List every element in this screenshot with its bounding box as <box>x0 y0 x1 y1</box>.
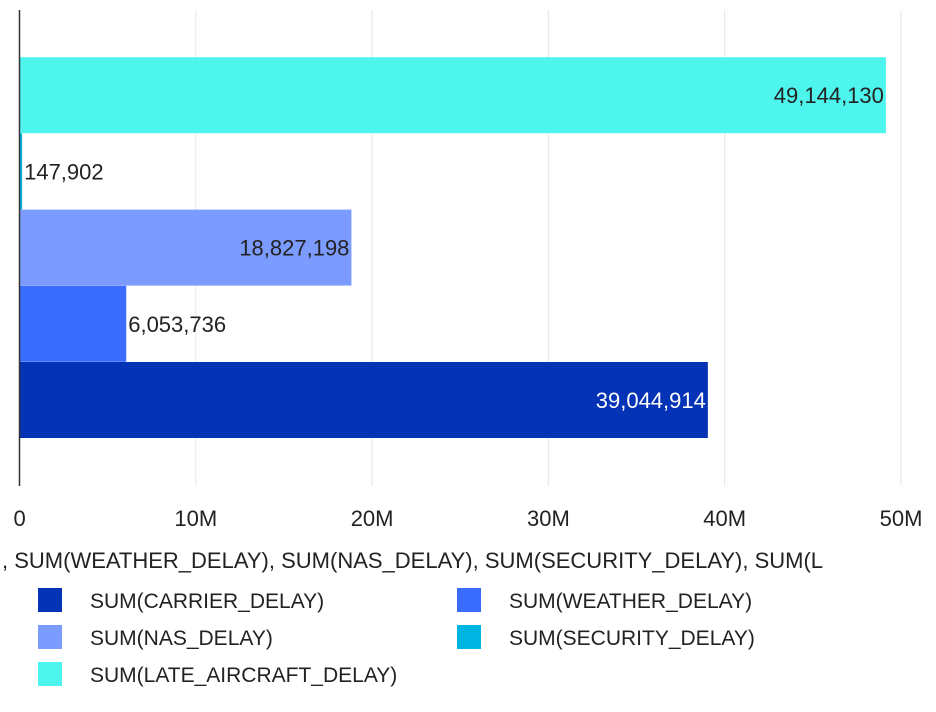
bar-layer <box>19 57 886 438</box>
x-tick-label: 10M <box>174 506 217 531</box>
legend-swatch <box>38 662 62 686</box>
legend-swatch <box>38 625 62 649</box>
legend-label: SUM(WEATHER_DELAY) <box>509 590 752 613</box>
bar <box>19 285 127 362</box>
bar <box>19 362 708 438</box>
x-axis-ticks: 0 10M 20M 30M 40M 50M <box>14 506 923 531</box>
x-tick-label: 50M <box>880 506 923 531</box>
legend: SUM(CARRIER_DELAY) SUM(WEATHER_DELAY) SUM(… <box>38 588 755 687</box>
legend-label: SUM(CARRIER_DELAY) <box>90 590 324 613</box>
bar <box>19 57 886 134</box>
x-tick-label: 0 <box>14 506 26 531</box>
data-label: 18,827,198 <box>239 236 349 261</box>
legend-swatch <box>457 625 481 649</box>
legend-label: SUM(SECURITY_DELAY) <box>509 627 755 650</box>
data-label: 39,044,914 <box>596 388 706 413</box>
data-label: 6,053,736 <box>128 312 226 337</box>
bar <box>19 133 23 210</box>
x-axis-title: , SUM(WEATHER_DELAY), SUM(NAS_DELAY), SU… <box>2 548 823 573</box>
x-tick-label: 40M <box>703 506 746 531</box>
x-tick-label: 30M <box>527 506 570 531</box>
legend-label: SUM(NAS_DELAY) <box>90 627 273 650</box>
legend-label: SUM(LATE_AIRCRAFT_DELAY) <box>90 664 397 687</box>
x-tick-label: 20M <box>351 506 394 531</box>
bar <box>19 209 352 286</box>
legend-swatch <box>38 588 62 612</box>
data-label: 147,902 <box>24 159 104 184</box>
data-label-layer: 39,044,914 6,053,736 18,827,198 147,902 49,1… <box>24 83 884 413</box>
data-label: 49,144,130 <box>774 83 884 108</box>
legend-swatch <box>457 588 481 612</box>
